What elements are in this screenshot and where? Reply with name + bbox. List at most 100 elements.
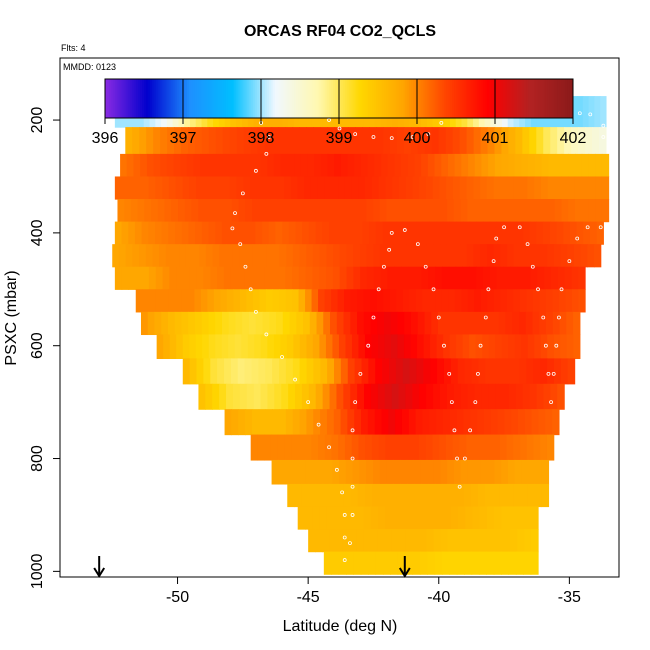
- heatmap-cell: [316, 311, 324, 336]
- heatmap-cell: [501, 459, 509, 485]
- heatmap-cell: [326, 266, 334, 290]
- colorbar-segment: [528, 79, 531, 118]
- heatmap-cell: [391, 529, 400, 553]
- heatmap-cell: [194, 127, 203, 155]
- heatmap-cell: [407, 266, 416, 290]
- colorbar-segment: [108, 79, 112, 118]
- heatmap-cell: [415, 221, 424, 245]
- heatmap-cell: [430, 334, 438, 359]
- heatmap-cell: [357, 289, 365, 313]
- heatmap-cell: [461, 153, 469, 178]
- colorbar-segment: [413, 79, 416, 118]
- heatmap-cell: [227, 153, 235, 178]
- heatmap-cell: [384, 334, 392, 359]
- heatmap-cell: [480, 127, 489, 155]
- colorbar-segment: [569, 79, 572, 118]
- heatmap-cell: [188, 221, 196, 245]
- colorbar-segment: [130, 79, 133, 118]
- colorbar-segment: [147, 79, 151, 118]
- heatmap-cell: [386, 199, 394, 223]
- heatmap-cell: [331, 176, 339, 200]
- track-point: [254, 168, 258, 173]
- heatmap-cell: [340, 409, 348, 436]
- heatmap-cell: [397, 334, 405, 359]
- heatmap-cell: [394, 266, 402, 290]
- heatmap-cell: [243, 127, 252, 155]
- heatmap-cell: [279, 409, 287, 436]
- heatmap-cell: [224, 358, 232, 385]
- heatmap-cell: [357, 383, 365, 410]
- heatmap-cell: [547, 358, 555, 385]
- heatmap-cell: [345, 334, 353, 359]
- heatmap-cell: [148, 266, 157, 290]
- heatmap-cell: [600, 96, 607, 128]
- heatmap-cell: [471, 311, 480, 336]
- heatmap-cell: [118, 244, 127, 268]
- heatmap-cell: [357, 311, 365, 336]
- heatmap-cell: [547, 244, 555, 268]
- heatmap-cell: [532, 289, 541, 313]
- heatmap-cell: [272, 289, 280, 313]
- y-tick-label: 200: [29, 107, 46, 134]
- track-point: [483, 315, 488, 320]
- heatmap-cell: [515, 127, 523, 155]
- heatmap-cell: [292, 289, 300, 313]
- heatmap-cell: [430, 358, 438, 385]
- heatmap-cell: [173, 153, 181, 178]
- heatmap-cell: [546, 434, 555, 461]
- colorbar-segment: [399, 79, 402, 118]
- colorbar-segment: [298, 79, 301, 118]
- colorbar-segment: [175, 79, 178, 118]
- colorbar-segment: [303, 79, 307, 118]
- track-point: [436, 315, 441, 320]
- heatmap-cell: [169, 334, 177, 359]
- heatmap-cell: [574, 199, 583, 223]
- track-point: [543, 343, 548, 348]
- heatmap-cell: [140, 311, 149, 336]
- colorbar-segment: [360, 79, 363, 118]
- colorbar-segment: [188, 79, 192, 118]
- heatmap-cell: [211, 199, 219, 223]
- heatmap-cell: [383, 127, 391, 155]
- heatmap-cell: [585, 127, 593, 155]
- heatmap-cell: [354, 409, 362, 436]
- heatmap-cell: [291, 434, 299, 461]
- heatmap-cell: [594, 96, 601, 128]
- colorbar-segment: [366, 79, 369, 118]
- colorbar-segment: [173, 79, 176, 118]
- arrows: [93, 556, 411, 578]
- heatmap-cell: [336, 529, 344, 553]
- heatmap-cell: [270, 434, 279, 461]
- heatmap-cell: [536, 127, 544, 155]
- colorbar-segment: [317, 79, 320, 118]
- heatmap-cell: [531, 409, 540, 436]
- heatmap-cell: [352, 199, 361, 223]
- heatmap-cell: [362, 127, 370, 155]
- heatmap-cell: [401, 153, 409, 178]
- colorbar-tick-label: 402: [560, 130, 587, 147]
- colorbar-segment: [136, 79, 139, 118]
- heatmap-cell: [201, 221, 210, 245]
- heatmap-cell: [389, 289, 397, 313]
- colorbar-segment: [264, 79, 268, 118]
- heatmap-cell: [473, 127, 482, 155]
- heatmap-cell: [514, 153, 523, 178]
- heatmap-cell: [292, 199, 300, 223]
- heatmap-cell: [460, 244, 468, 268]
- colorbar-segment: [223, 79, 227, 118]
- heatmap-cell: [152, 244, 160, 268]
- heatmap-cell: [379, 244, 388, 268]
- heatmap-cell: [513, 176, 522, 200]
- heatmap-cell: [312, 459, 320, 485]
- colorbar-segment: [140, 79, 143, 118]
- heatmap-cell: [403, 127, 412, 155]
- heatmap-cell: [356, 529, 365, 553]
- heatmap-cell: [483, 409, 492, 436]
- heatmap-cell: [112, 244, 120, 268]
- heatmap-cell: [373, 244, 381, 268]
- heatmap-cell: [240, 153, 248, 178]
- heatmap-cell: [540, 176, 549, 200]
- heatmap-cell: [589, 221, 598, 245]
- heatmap-cell: [235, 311, 243, 336]
- colorbar-segment: [305, 79, 309, 118]
